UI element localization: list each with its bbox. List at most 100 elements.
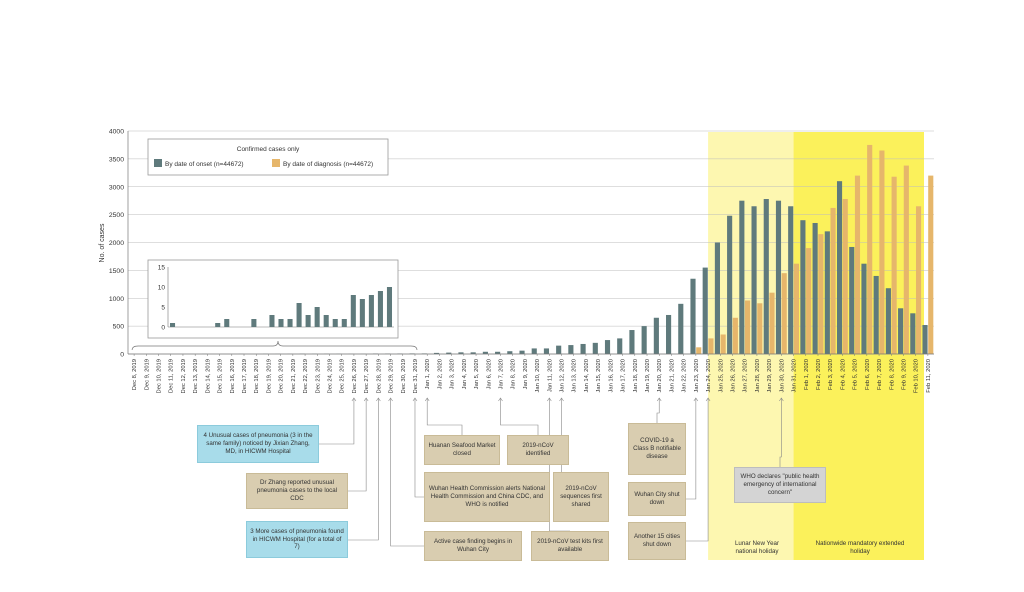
leader-line-11 (686, 398, 709, 542)
bar-onset-25 (433, 352, 440, 354)
leader-line-1 (348, 398, 367, 492)
x-tick-label: Feb 3, 2020 (828, 359, 834, 390)
bar-diagnosis-62 (891, 176, 897, 354)
x-tick-label: Dec 18, 2019 (254, 359, 260, 393)
bar-onset-46 (690, 278, 696, 354)
x-tick-label: Jan 9, 2020 (523, 359, 529, 389)
x-tick-label: Dec 9, 2019 (144, 359, 150, 390)
annotation-class-b-notifiable: COVID-19 a Class B notifiable disease (628, 423, 686, 475)
bar-diagnosis-47 (708, 338, 714, 354)
x-tick-label: Feb 11, 2020 (926, 359, 932, 393)
x-tick-label: Jan 16, 2020 (608, 359, 614, 393)
bar-diagnosis-63 (903, 165, 909, 354)
inset-bar-22 (368, 295, 374, 327)
inset-chart: 0 5 10 15 (147, 259, 399, 339)
x-tick-label: Feb 5, 2020 (853, 359, 859, 390)
legend: Confirmed cases only By date of onset (n… (147, 138, 389, 176)
x-tick-label: Dec 12, 2019 (181, 359, 187, 393)
annotation-2019-ncov-identified: 2019-nCoV identified (507, 435, 569, 465)
x-tick-label: Jan 2, 2020 (437, 359, 443, 389)
bar-onset-59 (849, 246, 855, 354)
bar-onset-29 (482, 351, 488, 354)
bar-onset-52 (763, 199, 769, 354)
x-tick-label: Jan 12, 2020 (560, 359, 566, 393)
legend-title: Confirmed cases only (237, 146, 300, 153)
legend-label-onset: By date of onset (n=44672) (165, 161, 244, 168)
x-tick-label: Jan 22, 2020 (682, 359, 688, 393)
inset-bar-19 (341, 319, 347, 327)
bar-onset-51 (751, 206, 757, 354)
leader-line-12 (779, 398, 782, 467)
x-tick-label: Jan 26, 2020 (731, 359, 737, 393)
inset-bar-20 (350, 295, 356, 327)
x-tick-label: Jan 31, 2020 (792, 359, 798, 393)
x-tick-label: Jan 18, 2020 (633, 359, 639, 393)
x-tick-label: Feb 7, 2020 (877, 359, 883, 390)
inset-bar-15 (305, 315, 311, 327)
bar-onset-44 (666, 314, 672, 354)
x-tick-label: Jan 4, 2020 (462, 359, 468, 389)
x-tick-label: Feb 2, 2020 (816, 359, 822, 390)
y-tick-label: 3500 (109, 156, 124, 163)
y-tick-label: 0 (120, 352, 124, 359)
x-tick-label: Jan 1, 2020 (425, 359, 431, 389)
bar-onset-57 (824, 231, 830, 354)
bar-onset-47 (702, 267, 708, 354)
bar-diagnosis-48 (720, 334, 726, 354)
x-tick-label: Dec 19, 2019 (266, 359, 272, 393)
annotation-4-unusual-cases: 4 Unusual cases of pneumonia (3 in the s… (197, 425, 319, 463)
bar-onset-35 (556, 345, 562, 354)
x-tick-label: Jan 8, 2020 (511, 359, 517, 389)
bar-diagnosis-56 (818, 234, 824, 354)
inset-bar-23 (377, 291, 383, 327)
bar-onset-40 (617, 338, 623, 354)
bar-onset-58 (836, 181, 843, 354)
x-tick-label: Dec 30, 2019 (401, 359, 407, 393)
bar-diagnosis-53 (781, 273, 787, 354)
x-tick-label: Jan 13, 2020 (572, 359, 578, 393)
bar-diagnosis-54 (793, 263, 799, 354)
x-tick-label: Feb 8, 2020 (889, 359, 895, 390)
bar-onset-26 (446, 352, 452, 354)
x-tick-label: Dec 23, 2019 (315, 359, 321, 393)
bar-onset-65 (922, 325, 928, 354)
leader-arrow-8 (559, 397, 564, 402)
inset-bar-16 (314, 307, 320, 327)
y-tick-label: 2000 (109, 240, 124, 247)
x-tick-label: Dec 16, 2019 (230, 359, 236, 393)
leader-line-0 (319, 398, 355, 445)
x-tick-label: Dec 15, 2019 (218, 359, 224, 393)
leader-arrow-1 (363, 397, 369, 402)
x-tick-label: Dec 24, 2019 (328, 359, 334, 393)
x-tick-label: Jan 28, 2020 (755, 359, 761, 393)
leader-arrow-3 (412, 397, 418, 402)
leader-arrow-2 (376, 397, 381, 402)
x-tick-label: Jan 6, 2020 (486, 359, 492, 389)
inset-bar-13 (287, 319, 293, 327)
x-tick-label: Jan 30, 2020 (779, 359, 785, 393)
x-tick-label: Jan 5, 2020 (474, 359, 480, 389)
x-tick-label: Dec 10, 2019 (157, 359, 163, 393)
bar-onset-36 (568, 345, 574, 354)
x-tick-label: Jan 29, 2020 (767, 359, 773, 393)
inset-bar-0 (169, 323, 176, 327)
annotation-15-cities-shut-down: Another 15 cities shut down (628, 522, 686, 560)
bar-onset-64 (910, 313, 916, 354)
x-tick-label: Jan 15, 2020 (596, 359, 602, 393)
bar-diagnosis-49 (732, 317, 738, 354)
bar-onset-55 (800, 220, 806, 354)
bar-diagnosis-50 (745, 300, 751, 354)
leader-arrow-5 (424, 397, 430, 402)
annotation-huanan-market-closed: Huanan Seafood Market closed (424, 435, 500, 465)
inset-bar-14 (296, 303, 302, 327)
y-tick-label: 2500 (109, 212, 124, 219)
x-tick-label: Jan 10, 2020 (535, 359, 541, 393)
leader-arrow-11 (705, 397, 711, 402)
y-tick-label: 4000 (109, 129, 124, 136)
inset-bar-12 (278, 319, 284, 327)
leader-line-4 (390, 398, 424, 547)
bar-diagnosis-58 (842, 199, 848, 354)
inset-bar-21 (359, 299, 365, 327)
x-tick-label: Jan 11, 2020 (547, 359, 553, 392)
